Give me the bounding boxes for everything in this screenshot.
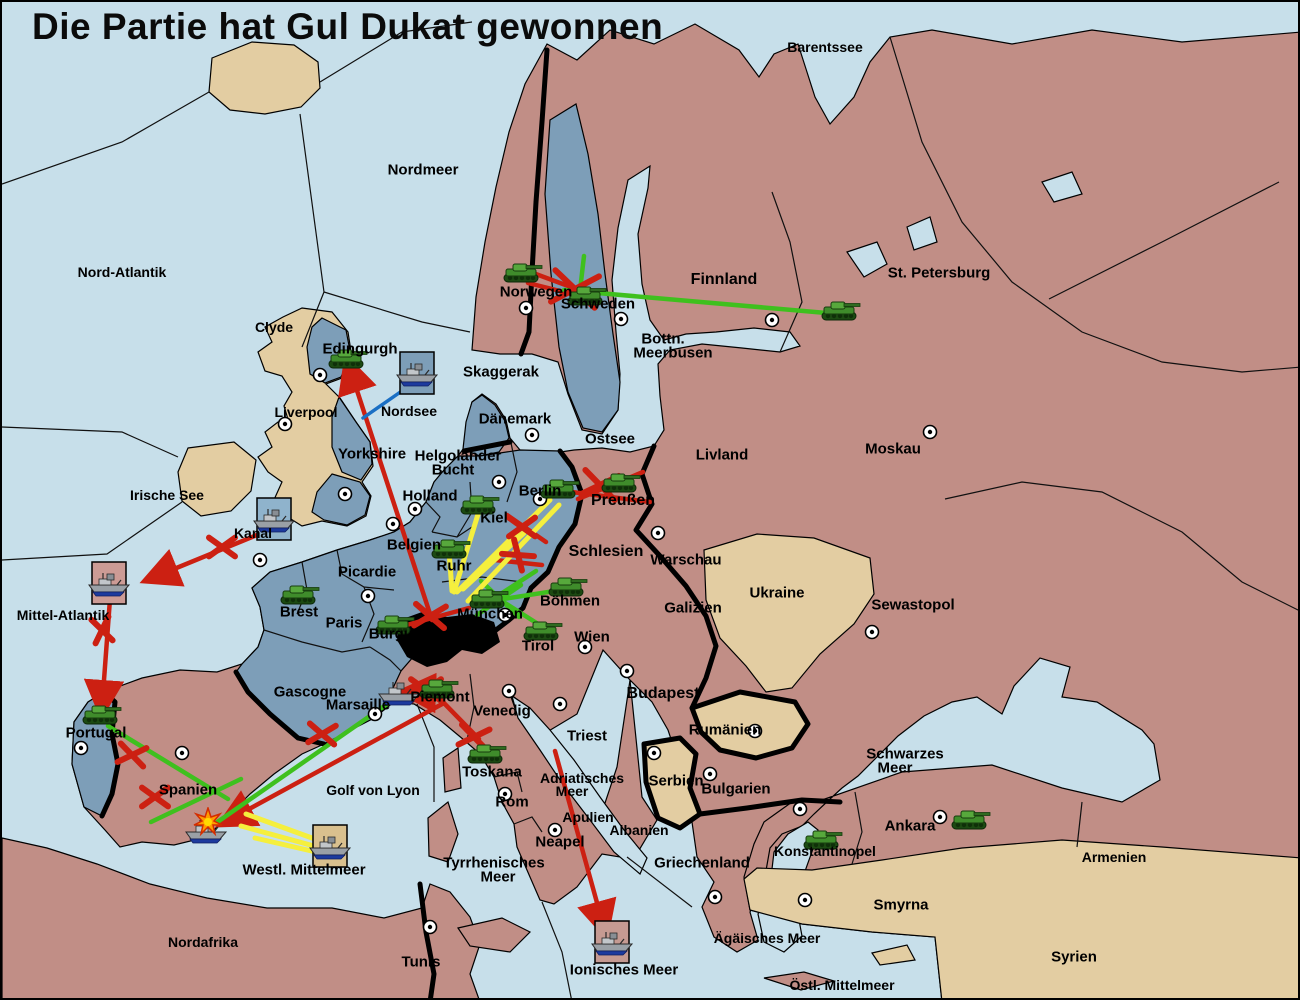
supply-center — [613, 311, 629, 327]
fleet-unit-nordsee[interactable] — [396, 351, 438, 395]
lake-onega — [906, 216, 938, 251]
region-crete[interactable] — [763, 971, 837, 991]
failed-order-x — [499, 536, 537, 574]
supply-center — [252, 552, 268, 568]
lake-north — [1041, 171, 1083, 203]
region-south-turkey-syria[interactable] — [743, 839, 1300, 1000]
supply-center — [524, 427, 540, 443]
supply-center — [650, 525, 666, 541]
lake-ladoga — [846, 241, 888, 278]
supply-center — [497, 607, 513, 623]
supply-center — [501, 683, 517, 699]
supply-center — [932, 809, 948, 825]
order-arrow-red — [561, 488, 653, 505]
supply-center — [422, 919, 438, 935]
game-result-banner: Die Partie hat Gul Dukat gewonnen — [32, 6, 664, 47]
supply-center — [385, 516, 401, 532]
supply-center — [73, 740, 89, 756]
supply-center — [337, 486, 353, 502]
region-ireland[interactable] — [177, 441, 257, 517]
supply-center — [367, 706, 383, 722]
supply-center — [747, 723, 763, 739]
order-arrow-red — [552, 748, 617, 942]
region-iceland[interactable] — [208, 41, 321, 115]
failed-order-x — [206, 534, 238, 560]
region-sicily[interactable] — [457, 917, 532, 953]
fleet-unit-ionisches-meer[interactable] — [591, 920, 633, 964]
supply-center — [864, 624, 880, 640]
supply-center — [518, 300, 534, 316]
fleet-unit-westl-mittelmeer[interactable] — [309, 824, 351, 868]
region-corsica[interactable] — [442, 746, 462, 793]
region-cyprus[interactable] — [871, 944, 916, 966]
order-arrow-green — [105, 723, 231, 802]
region-continent-base[interactable] — [71, 23, 1300, 1000]
order-arrow-green — [561, 287, 841, 317]
supply-center — [702, 766, 718, 782]
supply-centers-layer — [73, 300, 948, 935]
order-arrow-red — [215, 700, 447, 828]
units-layer — [82, 263, 991, 964]
supply-center — [797, 892, 813, 908]
order-arrow-green — [148, 776, 244, 825]
supply-center — [174, 745, 190, 761]
failed-order-x — [506, 514, 538, 540]
supply-center — [497, 786, 513, 802]
supply-center — [552, 696, 568, 712]
supply-center — [277, 416, 293, 432]
province-borders — [2, 21, 1298, 998]
supply-center — [792, 801, 808, 817]
order-arrow-yellow — [243, 811, 326, 845]
region-switzerland-impassable — [397, 612, 500, 667]
order-arrow-red — [338, 353, 435, 623]
supply-center — [547, 822, 563, 838]
order-arrow-green — [496, 568, 539, 598]
failed-order-x — [305, 720, 339, 748]
region-ukraine[interactable] — [703, 533, 875, 693]
order-arrow-green — [213, 697, 396, 826]
sea-adriatic[interactable] — [510, 694, 648, 875]
supply-center — [922, 424, 938, 440]
supply-center — [312, 367, 328, 383]
supply-center — [407, 501, 423, 517]
supply-center — [707, 889, 723, 905]
fleet-unit-kanal[interactable] — [253, 497, 295, 541]
supply-center — [619, 663, 635, 679]
region-yorkshire[interactable] — [331, 395, 373, 481]
order-arrow-yellow — [451, 508, 482, 595]
supply-center — [646, 745, 662, 761]
supply-center — [764, 312, 780, 328]
supply-center — [491, 474, 507, 490]
supply-center — [360, 588, 376, 604]
failed-order-x — [88, 613, 116, 647]
failed-order-x — [114, 740, 150, 770]
order-arrow-yellow — [238, 823, 328, 852]
region-sardinia[interactable] — [427, 800, 459, 863]
supply-center — [577, 639, 593, 655]
failed-order-x — [139, 784, 171, 810]
national-borders — [99, 47, 843, 998]
failed-order-x — [411, 600, 449, 632]
fleet-unit-mittel-atlantik[interactable] — [88, 561, 130, 605]
